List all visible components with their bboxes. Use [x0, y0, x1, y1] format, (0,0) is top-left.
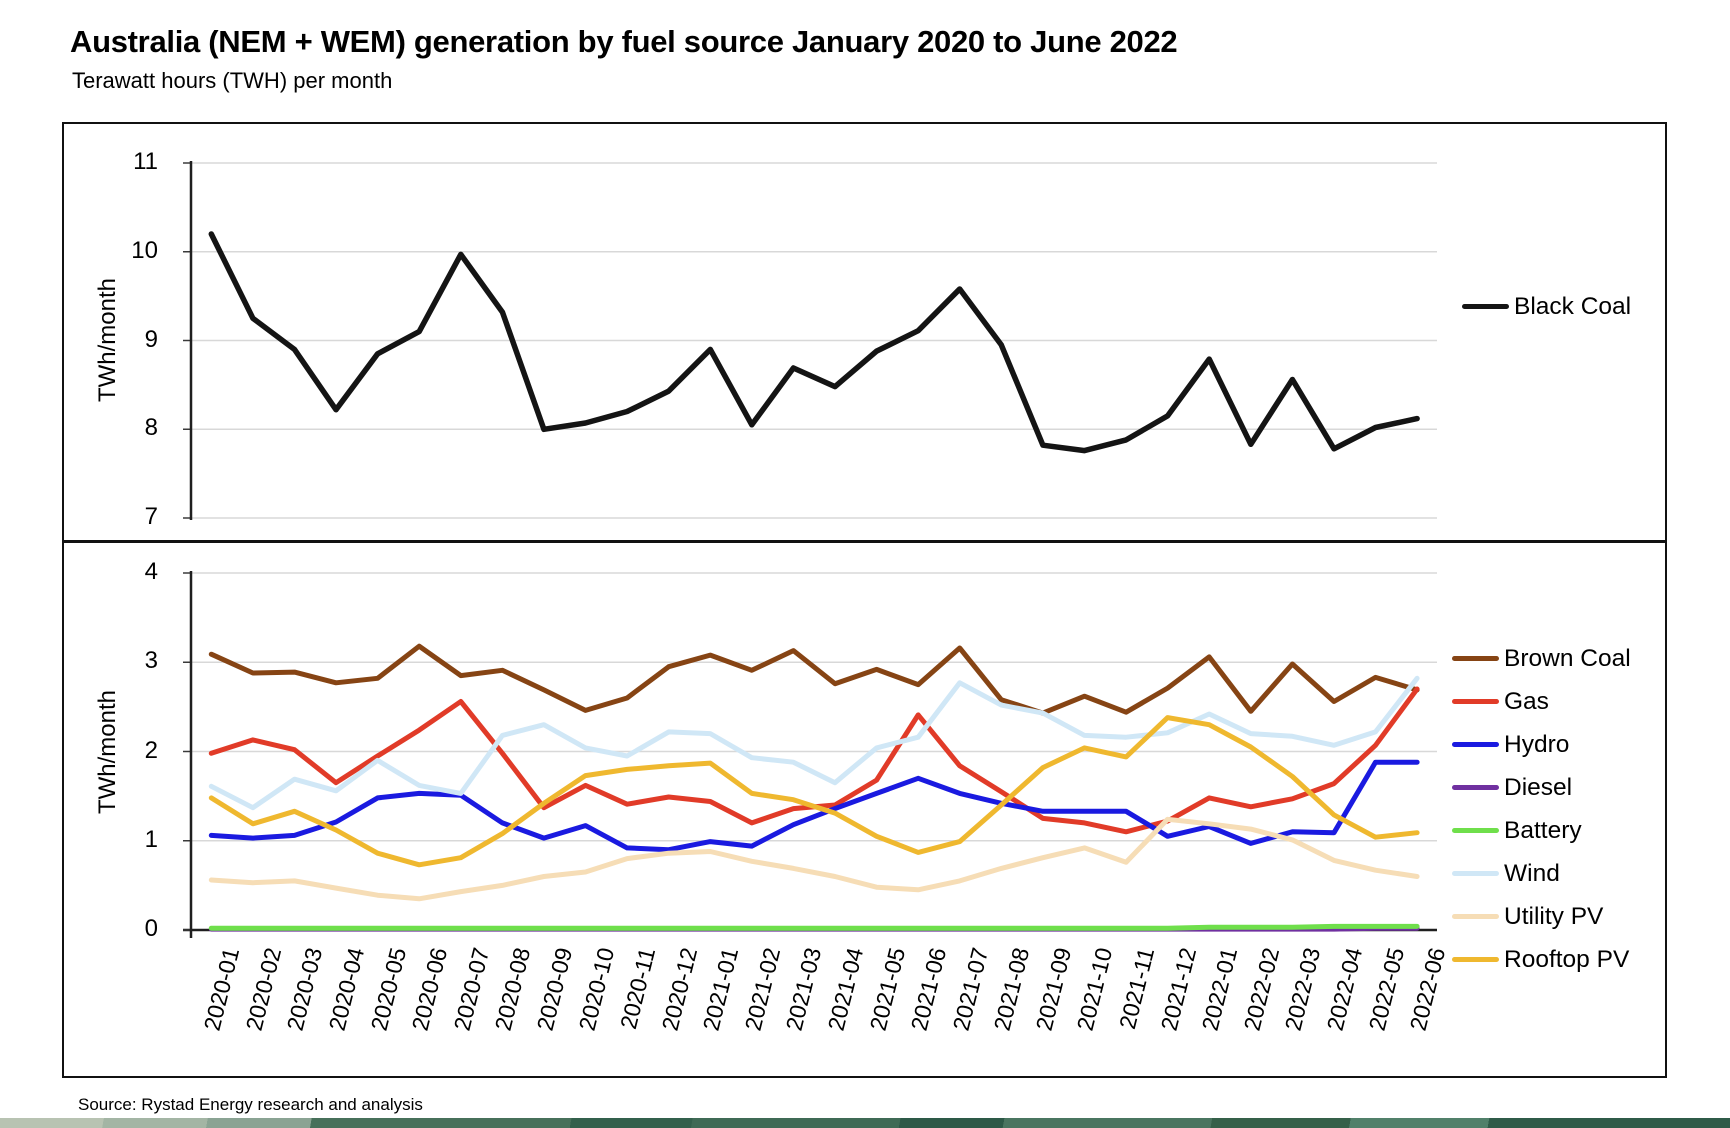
legend-line-swatch [1452, 870, 1499, 877]
legend-top-panel: Black Coal [1462, 285, 1631, 328]
legend-item-diesel: Diesel [1452, 766, 1631, 809]
y-tick-label: 0 [144, 914, 158, 942]
legend-label: Brown Coal [1504, 644, 1631, 672]
y-tick-label: 11 [133, 147, 158, 175]
y-tick-label: 4 [144, 557, 158, 585]
legend-line-swatch [1452, 655, 1499, 662]
legend-line-swatch [1452, 827, 1499, 834]
legend-line-swatch [1452, 741, 1499, 748]
legend-item-brown-coal: Brown Coal [1452, 637, 1631, 680]
page-title: Australia (NEM + WEM) generation by fuel… [70, 24, 1178, 59]
legend-line-swatch [1452, 956, 1499, 963]
series-line-wind [208, 675, 1420, 811]
legend-label: Hydro [1504, 730, 1570, 758]
series-line-hydro [208, 759, 1420, 853]
y-tick-label: 2 [144, 736, 158, 764]
legend-item-rooftop-pv: Rooftop PV [1452, 938, 1631, 981]
legend-line-swatch [1452, 913, 1499, 920]
page-subtitle: Terawatt hours (TWH) per month [72, 68, 393, 93]
series-line-black-coal [208, 231, 1420, 454]
legend-label: Battery [1504, 816, 1582, 844]
y-tick-label: 9 [144, 325, 158, 353]
chart-figure-border [62, 122, 1667, 1078]
panel-divider-line [62, 540, 1667, 543]
series-line-utility-pv [208, 816, 1420, 902]
legend-item-battery: Battery [1452, 809, 1631, 852]
legend-item-hydro: Hydro [1452, 723, 1631, 766]
legend-label: Diesel [1504, 773, 1573, 801]
legend-item-gas: Gas [1452, 680, 1631, 723]
series-line-battery [208, 923, 1420, 931]
series-line-gas [208, 686, 1420, 835]
legend-label: Black Coal [1514, 292, 1632, 320]
y-tick-label: 7 [144, 502, 158, 530]
source-note: Source: Rystad Energy research and analy… [78, 1095, 423, 1114]
y-tick-label: 3 [144, 647, 158, 675]
y-tick-label: 10 [131, 236, 158, 264]
series-line-rooftop-pv [208, 715, 1420, 868]
legend-label: Gas [1504, 687, 1549, 715]
legend-line-swatch [1452, 698, 1499, 705]
legend-bottom-panel: Brown Coal Gas Hydro Diesel Battery Wind Utili… [1452, 637, 1631, 981]
legend-item-black-coal: Black Coal [1462, 285, 1631, 328]
legend-item-wind: Wind [1452, 852, 1631, 895]
legend-label: Rooftop PV [1504, 945, 1630, 973]
series-line-brown-coal [208, 643, 1420, 716]
legend-item-utility-pv: Utility PV [1452, 895, 1631, 938]
y-tick-label: 8 [144, 414, 158, 442]
y-tick-label: 1 [144, 825, 158, 853]
legend-line-swatch [1462, 303, 1509, 310]
legend-label: Utility PV [1504, 902, 1604, 930]
legend-line-swatch [1452, 784, 1499, 791]
legend-label: Wind [1504, 859, 1560, 887]
decorative-footer-band [0, 1118, 1730, 1128]
